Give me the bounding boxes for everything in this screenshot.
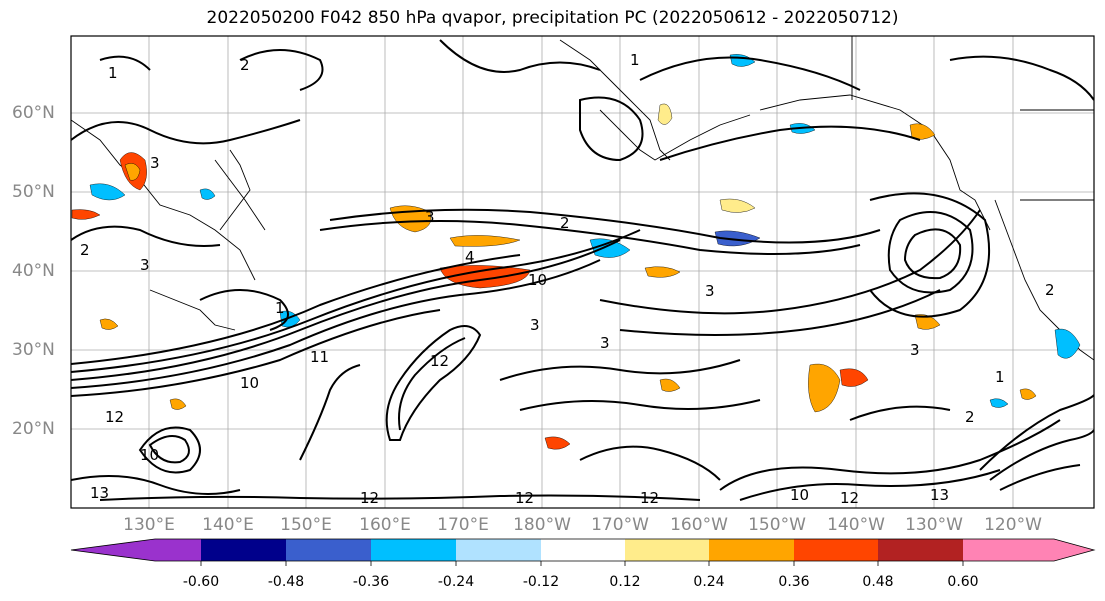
- contour-label: 3: [910, 341, 920, 359]
- colorbar-tick-label: -0.60: [182, 574, 220, 590]
- contour-label: 2: [1045, 281, 1055, 299]
- colorbar-tick-label: -0.24: [437, 574, 475, 590]
- colorbar-tick-label: 0.12: [609, 574, 641, 590]
- contour-label: 13: [90, 484, 109, 502]
- colorbar-tick-label: -0.12: [522, 574, 560, 590]
- colorbar-segment: [201, 539, 286, 561]
- contour-label: 3: [425, 208, 435, 226]
- lon-label: 120°W: [984, 515, 1042, 535]
- contour-label: 12: [840, 489, 859, 507]
- contour-label: 12: [515, 489, 534, 507]
- contour-label: 12: [430, 352, 449, 370]
- lon-label: 160°W: [670, 515, 728, 535]
- contour-label: 10: [790, 486, 809, 504]
- contour-label: 10: [528, 271, 547, 289]
- contour-label-group: 3 3 2 2 1 1 3 4 10 3 12 11 10 12 10 12 1…: [80, 51, 1055, 507]
- colorbar-tick-label: -0.48: [267, 574, 305, 590]
- contour-label: 3: [705, 282, 715, 300]
- contour-label: 13: [930, 486, 949, 504]
- contour-label: 1: [630, 51, 640, 69]
- lon-label: 140°E: [202, 515, 254, 535]
- lon-label: 130°E: [123, 515, 175, 535]
- contour-label: 11: [310, 348, 329, 366]
- contour-label: 2: [560, 214, 570, 232]
- colorbar-segment: [878, 539, 963, 561]
- contour-label: 4: [465, 248, 475, 266]
- plot-border: [70, 35, 1095, 509]
- contour-label: 1: [275, 299, 285, 317]
- contour-label: 2: [240, 56, 250, 74]
- colorbar-segment: [709, 539, 794, 561]
- coastlines: [71, 36, 1094, 361]
- contour-label: 3: [600, 334, 610, 352]
- colorbar-tick-label: 0.24: [693, 574, 725, 590]
- plot-area: [71, 36, 1094, 508]
- lon-label: 150°E: [280, 515, 332, 535]
- contour-label: 12: [360, 489, 379, 507]
- colorbar-tick-label: 0.36: [778, 574, 810, 590]
- colorbar-segment: [456, 539, 541, 561]
- lon-label: 170°E: [437, 515, 489, 535]
- contour-label: 10: [140, 446, 159, 464]
- lon-label: 140°W: [827, 515, 885, 535]
- colorbar-extend-low: [71, 539, 201, 561]
- contours: [71, 39, 1094, 501]
- contour-label: 12: [105, 408, 124, 426]
- lat-label: 30°N: [12, 340, 55, 360]
- lat-label: 40°N: [12, 261, 55, 281]
- lon-label: 180°W: [513, 515, 571, 535]
- contour-label: 1: [108, 64, 118, 82]
- lon-label: 160°E: [359, 515, 411, 535]
- colorbar: [70, 538, 1096, 566]
- lat-label: 60°N: [12, 103, 55, 123]
- contour-label: 1: [995, 368, 1005, 386]
- chart-title: 2022050200 F042 850 hPa qvapor, precipit…: [206, 8, 899, 28]
- colorbar-segment: [794, 539, 878, 561]
- contour-label: 3: [140, 256, 150, 274]
- colorbar-extend-high: [963, 539, 1094, 561]
- contour-label: 2: [965, 408, 975, 426]
- contour-label: 10: [240, 374, 259, 392]
- colorbar-segment: [286, 539, 371, 561]
- lat-label: 50°N: [12, 182, 55, 202]
- colorbar-outline: [70, 538, 1096, 562]
- lon-label: 150°W: [748, 515, 806, 535]
- lon-label: 170°W: [591, 515, 649, 535]
- contour-label: 3: [150, 154, 160, 172]
- lon-label: 130°W: [905, 515, 963, 535]
- colorbar-tick-label: 0.48: [862, 574, 894, 590]
- colorbar-segment: [541, 539, 625, 561]
- contour-label: 2: [80, 241, 90, 259]
- colorbar-segment: [371, 539, 456, 561]
- colorbar-tick-label: -0.36: [352, 574, 390, 590]
- contour-label: 3: [530, 316, 540, 334]
- lat-label: 20°N: [12, 419, 55, 439]
- contour-label: 12: [640, 489, 659, 507]
- colorbar-segment: [625, 539, 709, 561]
- colorbar-tick-label: 0.60: [947, 574, 979, 590]
